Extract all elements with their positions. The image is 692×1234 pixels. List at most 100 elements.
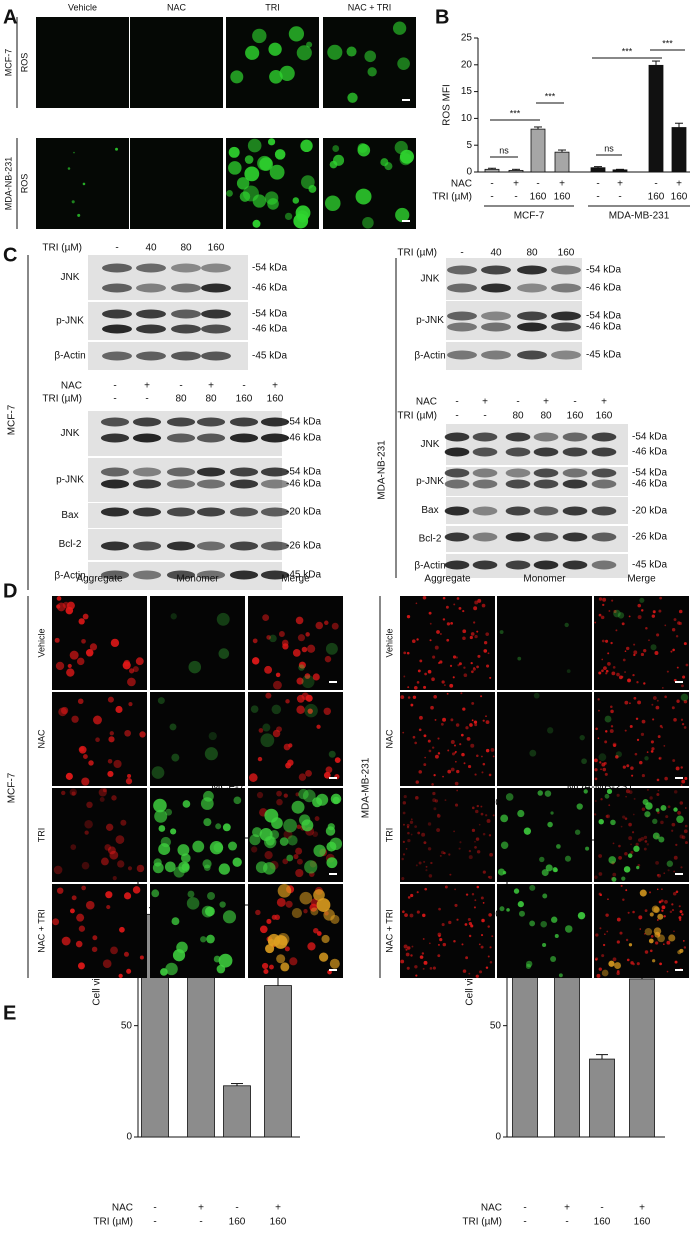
cell xyxy=(61,936,71,946)
cell xyxy=(88,760,94,766)
lane-label: 40 xyxy=(145,243,157,254)
cell xyxy=(281,639,289,647)
cell xyxy=(629,724,633,728)
band xyxy=(136,351,166,361)
band xyxy=(136,324,166,334)
cell xyxy=(683,699,688,704)
cell xyxy=(158,843,171,856)
blot xyxy=(446,301,582,340)
cell xyxy=(70,908,75,914)
blot xyxy=(88,302,248,340)
row-label: MCF-7 xyxy=(3,49,13,77)
cell xyxy=(650,934,654,938)
cell xyxy=(652,818,658,824)
cell xyxy=(456,918,459,921)
cell xyxy=(415,602,418,605)
cell xyxy=(76,657,85,666)
cell xyxy=(652,718,655,721)
cell xyxy=(233,796,242,805)
lane-label: 160 xyxy=(267,394,284,405)
cell xyxy=(597,737,600,740)
cell xyxy=(284,212,293,221)
cell xyxy=(604,715,612,723)
cell xyxy=(671,909,675,912)
bar xyxy=(671,127,687,173)
cell xyxy=(656,888,659,891)
cell xyxy=(636,962,640,966)
band xyxy=(505,432,531,442)
y-tick-label: 5 xyxy=(466,140,472,151)
bar xyxy=(508,169,524,173)
cell xyxy=(304,703,318,718)
cell xyxy=(203,818,212,827)
cell xyxy=(177,844,190,856)
cell xyxy=(415,974,418,977)
cell xyxy=(656,919,659,921)
cell xyxy=(314,816,320,821)
cell xyxy=(550,956,557,963)
cell xyxy=(556,844,561,849)
cell xyxy=(598,967,602,971)
cell xyxy=(279,65,295,82)
condition-value: + xyxy=(559,179,565,190)
cell xyxy=(663,744,666,747)
band xyxy=(533,479,559,489)
condition-label: NAC xyxy=(61,381,82,392)
protein-label: JNK xyxy=(61,428,80,439)
cell xyxy=(218,953,233,968)
cell xyxy=(405,952,410,957)
bar xyxy=(264,985,292,1138)
cell xyxy=(485,632,490,636)
cell xyxy=(276,798,283,806)
cell xyxy=(671,829,674,832)
cell xyxy=(434,645,439,650)
cell xyxy=(673,855,678,860)
cell xyxy=(635,842,639,847)
cell xyxy=(544,790,552,797)
cell xyxy=(429,622,432,625)
cell xyxy=(178,861,190,873)
cell xyxy=(636,738,640,742)
cell xyxy=(81,885,86,891)
lane-label: - xyxy=(573,397,576,408)
cell xyxy=(126,968,132,974)
cell xyxy=(423,685,427,689)
cell xyxy=(318,952,329,962)
cell xyxy=(624,700,629,705)
band xyxy=(472,560,498,570)
cell xyxy=(296,210,309,223)
marker-label: -26 kDa xyxy=(286,541,321,552)
band xyxy=(551,322,581,332)
cell xyxy=(409,820,414,824)
band xyxy=(166,541,196,551)
cell xyxy=(577,911,586,920)
band xyxy=(166,507,196,517)
marker-label: -45 kDa xyxy=(286,570,321,581)
cell xyxy=(296,45,312,61)
significance-label: *** xyxy=(510,108,521,118)
cell xyxy=(668,934,676,942)
cell xyxy=(455,656,458,659)
cell xyxy=(624,671,626,673)
cell xyxy=(128,702,133,707)
cell xyxy=(298,773,307,781)
marker-label: -54 kDa xyxy=(632,432,667,443)
cell xyxy=(633,797,636,800)
group-label: MCF-7 xyxy=(514,211,545,222)
cell xyxy=(603,761,607,765)
cell xyxy=(218,863,230,875)
cell xyxy=(666,940,671,945)
cell xyxy=(473,667,475,669)
cell xyxy=(56,887,64,894)
band xyxy=(166,570,196,580)
cell xyxy=(470,661,473,665)
cell xyxy=(419,659,423,663)
condition-value: 160 xyxy=(634,1217,651,1228)
cell xyxy=(565,925,573,933)
cell xyxy=(292,197,300,204)
cell xyxy=(329,160,338,169)
cell xyxy=(257,756,263,762)
y-tick-label: 0 xyxy=(126,1132,132,1143)
cell xyxy=(637,615,642,620)
row-label: ROS xyxy=(19,53,29,73)
